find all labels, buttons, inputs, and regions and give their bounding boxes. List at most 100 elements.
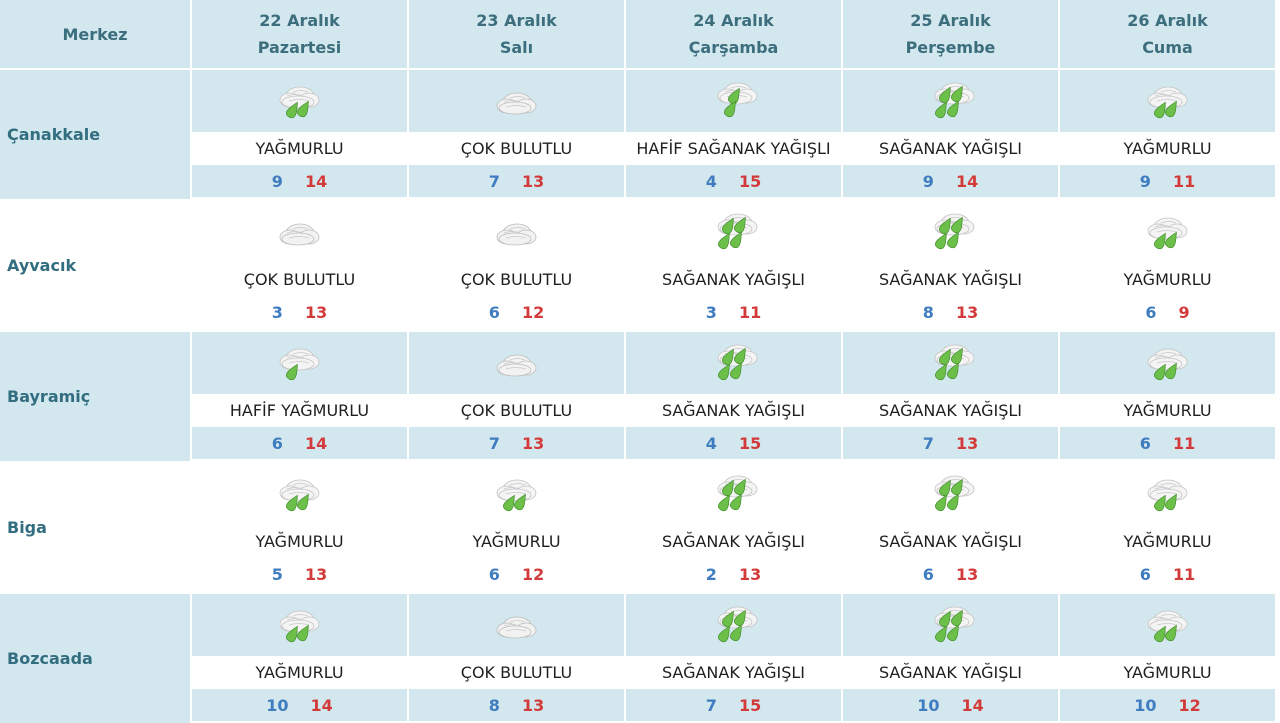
shower-icon	[924, 471, 978, 517]
forecast-cell: ÇOK BULUTLU 6 12	[409, 201, 624, 330]
condition-text: ÇOK BULUTLU	[409, 263, 624, 296]
header-day-5: 26 Aralık Cuma	[1060, 0, 1275, 68]
min-temp: 6	[271, 433, 283, 453]
weather-icon-box	[843, 594, 1058, 656]
max-temp: 11	[1172, 171, 1196, 191]
forecast-cell: SAĞANAK YAĞIŞLI 3 11	[626, 201, 841, 330]
forecast-cell: ÇOK BULUTLU 7 13	[409, 332, 624, 461]
forecast-cell: SAĞANAK YAĞIŞLI 8 13	[843, 201, 1058, 330]
forecast-cell: SAĞANAK YAĞIŞLI 4 15	[626, 332, 841, 461]
min-temp: 6	[1145, 302, 1157, 322]
max-temp: 15	[738, 695, 762, 715]
forecast-cell: SAĞANAK YAĞIŞLI 6 13	[843, 463, 1058, 592]
shower-icon	[707, 602, 761, 648]
temperature-range: 4 15	[626, 165, 841, 197]
forecast-cell: ÇOK BULUTLU 7 13	[409, 70, 624, 199]
weather-icon-box	[1060, 201, 1275, 263]
forecast-cell: YAĞMURLU 5 13	[192, 463, 407, 592]
temperature-range: 7 13	[409, 165, 624, 197]
forecast-cell: YAĞMURLU 6 12	[409, 463, 624, 592]
min-temp: 6	[1139, 564, 1151, 584]
min-temp: 9	[922, 171, 934, 191]
forecast-cell: SAĞANAK YAĞIŞLI 7 15	[626, 594, 841, 723]
min-temp: 6	[488, 302, 500, 322]
max-temp: 11	[1172, 564, 1196, 584]
condition-text: YAĞMURLU	[192, 132, 407, 165]
rain-icon	[1141, 209, 1195, 255]
condition-text: SAĞANAK YAĞIŞLI	[626, 525, 841, 558]
forecast-cell: YAĞMURLU 9 14	[192, 70, 407, 199]
city-label: Çanakkale	[7, 125, 101, 144]
max-temp: 13	[521, 695, 545, 715]
weather-icon-box	[1060, 594, 1275, 656]
max-temp: 15	[738, 171, 762, 191]
city-label: Bozcaada	[7, 649, 93, 668]
forecast-cell: YAĞMURLU 10 12	[1060, 594, 1275, 723]
condition-text: ÇOK BULUTLU	[409, 132, 624, 165]
forecast-cell: SAĞANAK YAĞIŞLI 2 13	[626, 463, 841, 592]
header-day-1: 22 Aralık Pazartesi	[192, 0, 407, 68]
city-label: Biga	[7, 518, 47, 537]
temperature-range: 2 13	[626, 558, 841, 590]
forecast-cell: ÇOK BULUTLU 8 13	[409, 594, 624, 723]
day-date: 22 Aralık	[259, 11, 340, 30]
max-temp: 13	[955, 564, 979, 584]
temperature-range: 9 14	[192, 165, 407, 197]
forecast-cell: YAĞMURLU 6 9	[1060, 201, 1275, 330]
day-weekday: Çarşamba	[688, 38, 779, 57]
weather-icon-box	[843, 332, 1058, 394]
temperature-range: 10 12	[1060, 689, 1275, 721]
day-date: 24 Aralık	[693, 11, 774, 30]
max-temp: 14	[961, 695, 984, 715]
city-label: Ayvacık	[7, 256, 77, 275]
max-temp: 14	[304, 433, 328, 453]
min-temp: 10	[1134, 695, 1157, 715]
condition-text: SAĞANAK YAĞIŞLI	[843, 656, 1058, 689]
max-temp: 12	[1178, 695, 1201, 715]
weather-icon-box	[409, 70, 624, 132]
cloudy-icon	[490, 340, 544, 386]
min-temp: 7	[705, 695, 717, 715]
max-temp: 13	[521, 171, 545, 191]
forecast-cell: SAĞANAK YAĞIŞLI 7 13	[843, 332, 1058, 461]
min-temp: 6	[1139, 433, 1151, 453]
condition-text: ÇOK BULUTLU	[409, 656, 624, 689]
condition-text: YAĞMURLU	[1060, 656, 1275, 689]
min-temp: 7	[488, 433, 500, 453]
min-temp: 5	[271, 564, 283, 584]
min-temp: 3	[705, 302, 717, 322]
temperature-range: 6 12	[409, 558, 624, 590]
max-temp: 13	[521, 433, 545, 453]
weather-icon-box	[409, 594, 624, 656]
min-temp: 9	[271, 171, 283, 191]
temperature-range: 7 15	[626, 689, 841, 721]
temperature-range: 4 15	[626, 427, 841, 459]
condition-text: SAĞANAK YAĞIŞLI	[843, 394, 1058, 427]
city-name: Biga	[0, 463, 190, 592]
max-temp: 11	[738, 302, 762, 322]
min-temp: 4	[705, 171, 717, 191]
header-merkez: Merkez	[0, 0, 190, 68]
max-temp: 14	[310, 695, 333, 715]
weather-icon-box	[843, 70, 1058, 132]
weather-icon-box	[192, 201, 407, 263]
city-name: Bayramiç	[0, 332, 190, 461]
temperature-range: 10 14	[192, 689, 407, 721]
min-temp: 7	[488, 171, 500, 191]
min-temp: 9	[1139, 171, 1151, 191]
shower-icon	[707, 471, 761, 517]
condition-text: YAĞMURLU	[1060, 263, 1275, 296]
shower-icon	[924, 209, 978, 255]
temperature-range: 6 11	[1060, 558, 1275, 590]
weather-icon-box	[1060, 70, 1275, 132]
max-temp: 13	[304, 302, 328, 322]
max-temp: 11	[1172, 433, 1196, 453]
min-temp: 10	[266, 695, 289, 715]
max-temp: 14	[955, 171, 979, 191]
min-temp: 4	[705, 433, 717, 453]
weather-icon-box	[1060, 463, 1275, 525]
min-temp: 7	[922, 433, 934, 453]
day-date: 25 Aralık	[910, 11, 991, 30]
